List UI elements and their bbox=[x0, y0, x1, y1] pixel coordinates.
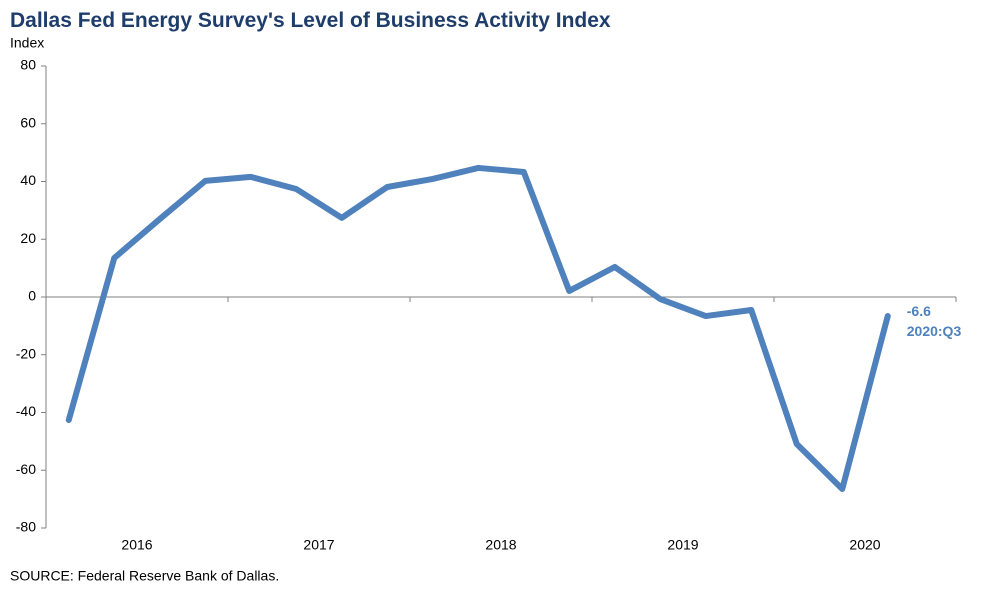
x-tick-label: 2017 bbox=[303, 537, 334, 553]
y-tick-label: 40 bbox=[20, 172, 36, 188]
y-tick-label: -80 bbox=[16, 519, 36, 535]
x-tick-label: 2018 bbox=[485, 537, 516, 553]
value-annotation: -6.6 bbox=[907, 303, 931, 319]
y-tick-label: 80 bbox=[20, 57, 36, 73]
data-line bbox=[65, 164, 891, 493]
x-tick-label: 2019 bbox=[667, 537, 698, 553]
chart-title: Dallas Fed Energy Survey's Level of Busi… bbox=[10, 9, 611, 32]
x-tick-label: 2016 bbox=[121, 537, 152, 553]
period-annotation: 2020:Q3 bbox=[907, 323, 962, 339]
y-tick-label: 20 bbox=[20, 230, 36, 246]
source-note: SOURCE: Federal Reserve Bank of Dallas. bbox=[10, 568, 279, 584]
y-tick-label: 0 bbox=[28, 288, 36, 304]
y-tick-label: -40 bbox=[16, 403, 36, 419]
x-tick-label: 2020 bbox=[849, 537, 880, 553]
y-tick-label: 60 bbox=[20, 114, 36, 130]
y-axis-label: Index bbox=[10, 35, 44, 51]
y-tick-label: -20 bbox=[16, 345, 36, 361]
y-tick-label: -60 bbox=[16, 461, 36, 477]
